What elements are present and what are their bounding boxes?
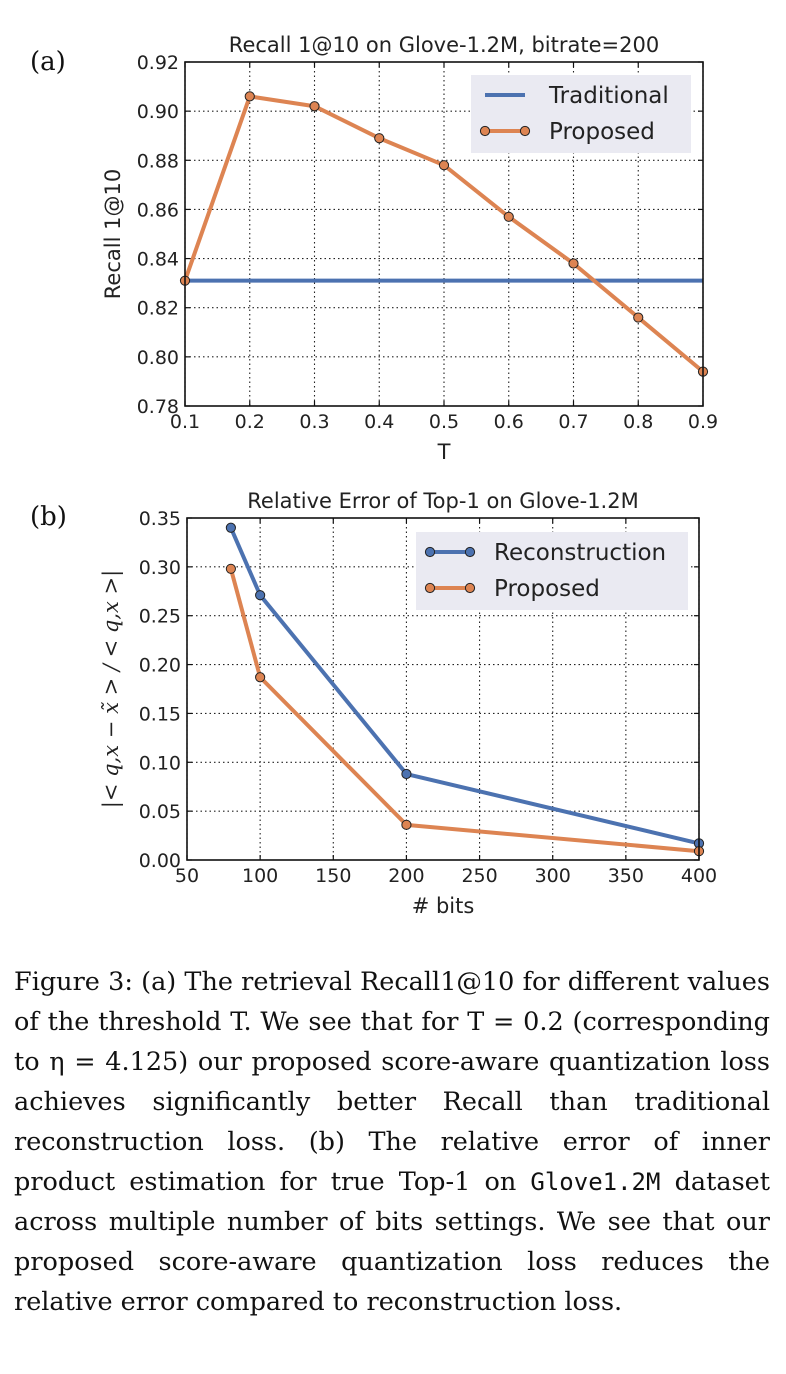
- x-tick-label: 200: [388, 865, 424, 887]
- y-tick-label: 0.86: [137, 199, 179, 221]
- x-tick-label: 0.9: [688, 411, 718, 433]
- data-point: [633, 312, 644, 323]
- legend-label: Proposed: [494, 576, 600, 602]
- caption-dataset-name: Glove1.2M: [530, 1168, 661, 1196]
- plot-frame: [186, 517, 700, 861]
- y-tick-label: 0.78: [137, 396, 179, 418]
- chart-a: (a) Recall 1@10 on Glove-1.2M, bitrate=20…: [30, 33, 718, 464]
- x-tick-label: 0.5: [429, 411, 459, 433]
- x-tick-label: 150: [315, 865, 351, 887]
- panel-label: (a): [30, 47, 66, 77]
- data-point: [401, 819, 412, 830]
- y-tick-label: 0.90: [137, 101, 179, 123]
- chart-title: Recall 1@10 on Glove-1.2M, bitrate=200: [229, 33, 659, 57]
- caption-text-2: dataset across multiple number of bits s…: [14, 1167, 770, 1317]
- x-tick-label: 0.3: [299, 411, 329, 433]
- x-tick-label: 400: [681, 865, 717, 887]
- data-point: [255, 672, 266, 683]
- x-axis-label: T: [437, 440, 451, 464]
- x-tick-label: 0.7: [558, 411, 588, 433]
- x-tick-label: 0.8: [623, 411, 653, 433]
- y-tick-label: 0.10: [139, 752, 181, 774]
- legend-box: [471, 75, 691, 153]
- data-point: [438, 160, 450, 171]
- data-point: [244, 91, 255, 102]
- plot-frame: [184, 61, 704, 407]
- data-point: [374, 133, 385, 144]
- data-point: [401, 768, 412, 780]
- x-tick-label: 300: [535, 865, 571, 887]
- data-point: [225, 563, 236, 574]
- y-tick-label: 0.00: [139, 850, 181, 872]
- y-tick-label: 0.30: [139, 557, 181, 579]
- y-tick-label: 0.84: [137, 249, 179, 271]
- x-axis-label: # bits: [412, 894, 475, 918]
- y-tick-label: 0.05: [139, 801, 181, 823]
- legend-marker: [464, 546, 476, 558]
- x-tick-label: 0.2: [235, 411, 265, 433]
- figure-caption: Figure 3: (a) The retrieval Recall1@10 f…: [14, 962, 770, 1322]
- legend-marker: [519, 125, 531, 137]
- legend-marker: [424, 582, 436, 594]
- x-tick-label: 0.4: [364, 411, 394, 433]
- y-tick-label: 0.82: [137, 298, 179, 320]
- chart-b: (b) Relative Error of Top-1 on Glove-1.2M…: [30, 489, 717, 918]
- y-tick-label: 0.35: [139, 508, 181, 530]
- x-tick-label: 100: [242, 865, 278, 887]
- data-point: [503, 211, 514, 222]
- data-point: [255, 590, 266, 601]
- y-axis-label: Recall 1@10: [101, 169, 125, 299]
- series-line: [228, 568, 700, 854]
- y-tick-label: 0.25: [139, 606, 181, 628]
- legend-marker: [464, 582, 476, 594]
- y-tick-label: 0.80: [137, 347, 179, 369]
- y-axis-label: |< q,x − x̃ > / < q,x >|: [99, 570, 124, 808]
- legend-marker: [479, 125, 491, 137]
- legend-label: Reconstruction: [494, 540, 666, 566]
- x-tick-label: 0.1: [170, 411, 200, 433]
- x-tick-label: 50: [175, 865, 199, 887]
- data-point: [309, 101, 320, 112]
- legend-marker: [424, 546, 436, 558]
- data-point: [225, 522, 236, 533]
- y-tick-label: 0.88: [137, 150, 179, 172]
- x-tick-label: 0.6: [494, 411, 524, 433]
- y-tick-label: 0.15: [139, 703, 181, 725]
- legend-label: Traditional: [548, 83, 669, 109]
- chart-title: Relative Error of Top-1 on Glove-1.2M: [247, 489, 638, 513]
- data-point: [568, 258, 579, 269]
- y-tick-label: 0.92: [137, 52, 179, 74]
- panel-label: (b): [30, 502, 67, 532]
- y-tick-label: 0.20: [139, 655, 181, 677]
- x-tick-label: 250: [461, 865, 497, 887]
- series-line: [229, 526, 700, 846]
- caption-text-1: Figure 3: (a) The retrieval Recall1@10 f…: [14, 967, 770, 1197]
- figure: (a) Recall 1@10 on Glove-1.2M, bitrate=20…: [30, 33, 718, 918]
- x-tick-label: 350: [608, 865, 644, 887]
- legend-box: [416, 532, 688, 610]
- legend-label: Proposed: [549, 119, 655, 145]
